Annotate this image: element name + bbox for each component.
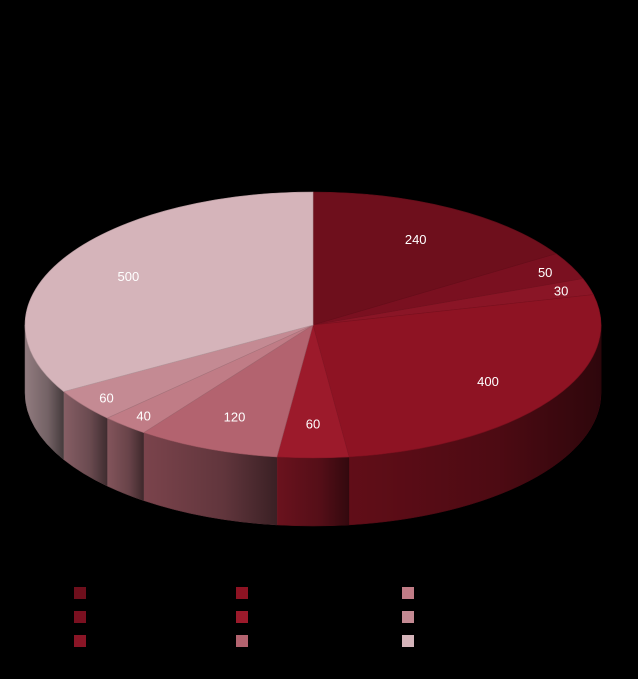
legend-swatch-3 [236, 587, 248, 599]
legend-swatch-1 [74, 611, 86, 623]
data-label-1: 50 [538, 265, 552, 280]
legend-swatch-8 [402, 635, 414, 647]
pie-slice-0 [312, 191, 557, 326]
data-label-4: 60 [306, 416, 320, 431]
pie-slice-8 [24, 191, 314, 392]
pie-side-shade-4 [276, 456, 350, 526]
legend-swatch-2 [74, 635, 86, 647]
pie-top [24, 191, 602, 459]
pie-slice-5 [143, 324, 314, 458]
data-label-8: 500 [118, 269, 140, 284]
data-label-6: 40 [136, 409, 150, 424]
legend-swatch-4 [236, 611, 248, 623]
pie-slice-3 [312, 294, 602, 458]
data-label-7: 60 [99, 390, 113, 405]
data-label-2: 30 [554, 283, 568, 298]
pie-side-shade-3 [349, 325, 601, 525]
data-label-0: 240 [405, 232, 427, 247]
legend-swatch-6 [402, 587, 414, 599]
pie-side-shade-7 [63, 391, 108, 487]
data-label-3: 400 [477, 374, 499, 389]
pie-side-shade-5 [143, 432, 277, 525]
legend-swatch-0 [74, 587, 86, 599]
legend [74, 587, 414, 647]
legend-swatch-5 [236, 635, 248, 647]
pie-sides [24, 324, 602, 527]
data-label-5: 120 [224, 410, 246, 425]
pie-side-shade-6 [107, 418, 144, 501]
legend-swatch-7 [402, 611, 414, 623]
pie-side-shade-8 [25, 325, 64, 460]
